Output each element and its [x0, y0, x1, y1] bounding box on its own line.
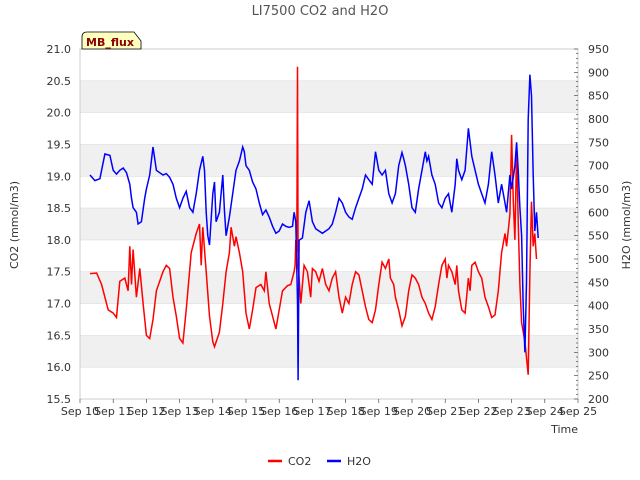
grid-lines [80, 48, 578, 400]
series-co2-line [89, 66, 538, 375]
x-tick-label: Sep 25 [559, 405, 597, 418]
left-axis-label: CO2 (mmol/m3) [8, 181, 21, 269]
right-tick-label: 650 [588, 183, 609, 196]
chart-title: LI7500 CO2 and H2O [252, 4, 389, 19]
x-tick-label: Sep 11 [94, 405, 132, 418]
right-tick-label: 700 [588, 160, 609, 173]
legend: CO2 H2O [268, 455, 371, 468]
right-tick-label: 600 [588, 206, 609, 219]
plot-bands [80, 80, 578, 368]
x-tick-label: Sep 24 [526, 405, 564, 418]
x-tick-label: Sep 23 [492, 405, 530, 418]
plot-band [80, 80, 578, 113]
series-h2o-line [89, 74, 539, 381]
left-tick-label: 16.5 [47, 329, 72, 342]
right-tick-label: 450 [588, 276, 609, 289]
legend-h2o-label: H2O [347, 455, 371, 468]
x-axis-label: Time [550, 423, 578, 436]
left-tick-label: 18.5 [47, 202, 72, 215]
legend-co2-label: CO2 [288, 455, 311, 468]
left-tick-label: 17.0 [47, 298, 72, 311]
right-tick-label: 950 [588, 43, 609, 56]
x-tick-label: Sep 14 [194, 405, 232, 418]
left-axis-ticks: 15.5 16.0 16.5 17.0 17.5 18.0 18.5 19.0 19.5 20.0… [47, 43, 72, 406]
x-tick-label: Sep 16 [260, 405, 298, 418]
right-tick-label: 550 [588, 230, 609, 243]
right-axis-ticks: 200 250 300 350 400 450 500 550 600 650 700 750 800 8… [574, 43, 609, 406]
x-tick-label: Sep 19 [360, 405, 398, 418]
plot-band [80, 208, 578, 240]
x-tick-label: Sep 10 [61, 405, 99, 418]
right-tick-label: 300 [588, 346, 609, 359]
plot-frame [79, 48, 579, 400]
left-tick-label: 21.0 [47, 43, 72, 56]
right-tick-label: 250 [588, 370, 609, 383]
x-tick-label: Sep 21 [426, 405, 464, 418]
right-tick-label: 750 [588, 136, 609, 149]
left-tick-label: 19.5 [47, 138, 72, 151]
right-tick-label: 850 [588, 90, 609, 103]
right-tick-label: 400 [588, 300, 609, 313]
x-tick-label: Sep 13 [160, 405, 198, 418]
badge-label: MB_flux [86, 36, 134, 49]
right-tick-label: 800 [588, 113, 609, 126]
x-tick-label: Sep 15 [227, 405, 265, 418]
right-tick-label: 900 [588, 66, 609, 79]
left-tick-label: 20.5 [47, 75, 72, 88]
left-tick-label: 15.5 [47, 393, 72, 406]
right-axis-label: H2O (mmol/m3) [620, 181, 633, 270]
plot-band [80, 335, 578, 368]
x-tick-label: Sep 18 [326, 405, 364, 418]
x-tick-label: Sep 12 [127, 405, 165, 418]
x-tick-label: Sep 17 [293, 405, 331, 418]
left-tick-label: 20.0 [47, 107, 72, 120]
right-tick-label: 350 [588, 323, 609, 336]
right-tick-label: 500 [588, 253, 609, 266]
left-tick-label: 17.5 [47, 266, 72, 279]
x-tick-label: Sep 20 [393, 405, 431, 418]
right-tick-label: 200 [588, 393, 609, 406]
left-tick-label: 18.0 [47, 234, 72, 247]
x-tick-label: Sep 22 [459, 405, 497, 418]
left-tick-label: 16.0 [47, 361, 72, 374]
mb-flux-badge: MB_flux [81, 31, 142, 50]
plot-band [80, 271, 578, 304]
left-tick-label: 19.0 [47, 170, 72, 183]
